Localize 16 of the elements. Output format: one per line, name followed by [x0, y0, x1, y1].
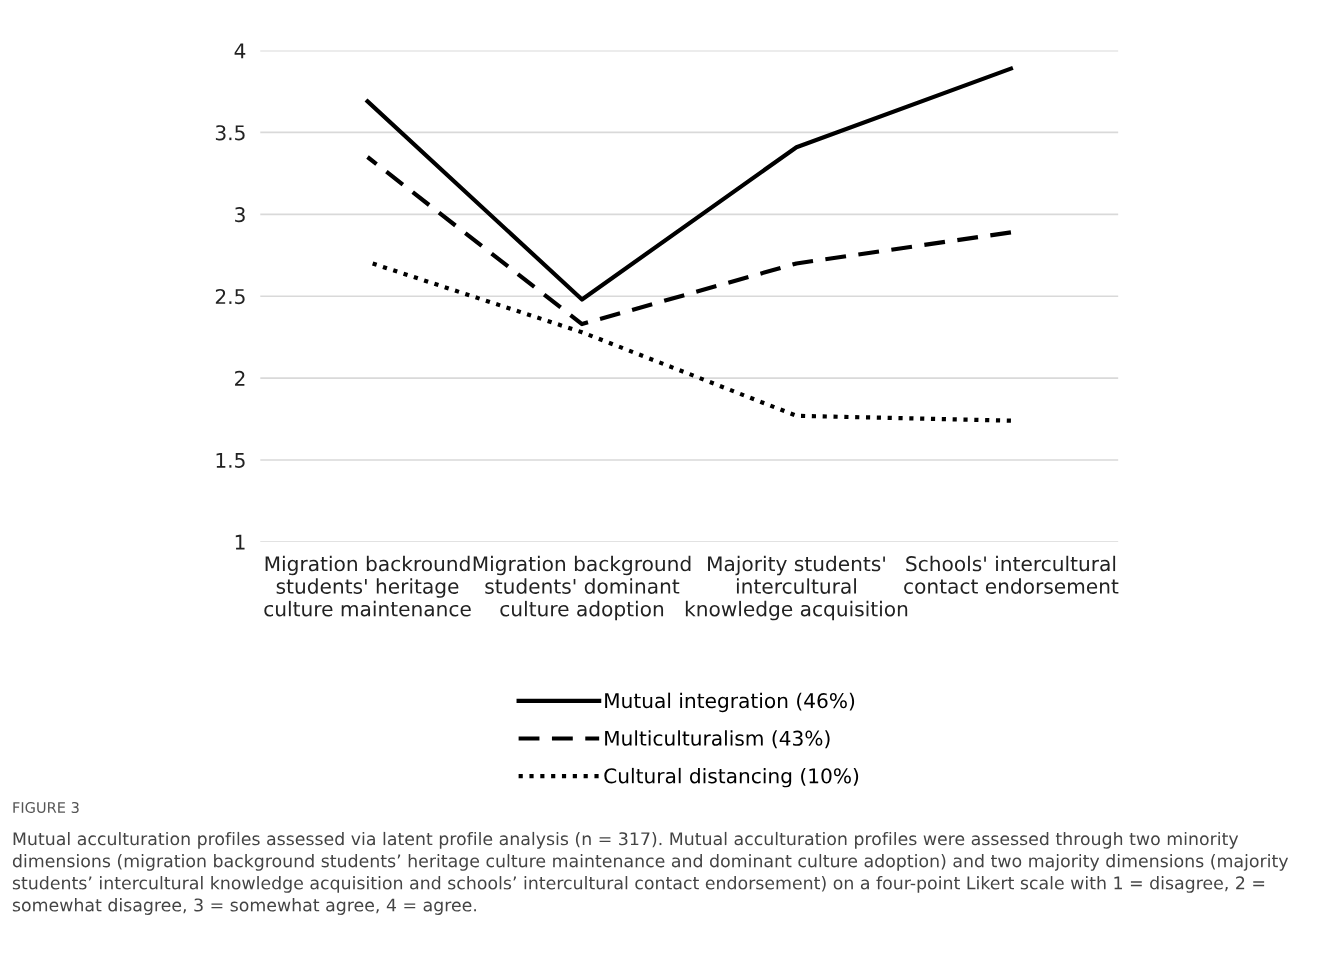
y-tick-label: 4 — [234, 43, 246, 59]
y-tick-label: 2.5 — [215, 288, 245, 305]
x-tick-label: Schools' intercultural contact endorsement — [904, 555, 1119, 594]
legend-label: Multiculturalism (43%) — [605, 730, 830, 749]
y-tick-label: 1 — [235, 534, 245, 550]
legend-label: Mutual integration (46%) — [605, 692, 855, 713]
line-series — [365, 154, 1014, 327]
y-tick-label: 2 — [235, 370, 245, 386]
y-tick-label: 1.5 — [216, 452, 245, 468]
line-series — [365, 66, 1014, 302]
y-tick-label: 3 — [235, 207, 245, 223]
legend-label: Cultural distancing (10%) — [604, 767, 859, 788]
x-tick-label: Migration backround students' heritage culture maintenance — [264, 555, 471, 617]
y-tick-label: 3.5 — [215, 125, 245, 141]
caption: FIGURE 3 — [13, 801, 79, 814]
text: Mutual acculturation profiles assessed via latent profile analysis (n = 317). Mutual acculturation profiles were assessed through two minority dimensions (migration background students’ heritage culture maintenance and dominant culture adoption) and two majority dimensions (majority students’ intercultural knowledge acquisition and schools’ intercultural contact endorsement) on a four-point Likert scale with 1 = disagree, 2 = somewhat disagree, 3 = somewhat agree, 4 = agree. — [12, 831, 1289, 915]
